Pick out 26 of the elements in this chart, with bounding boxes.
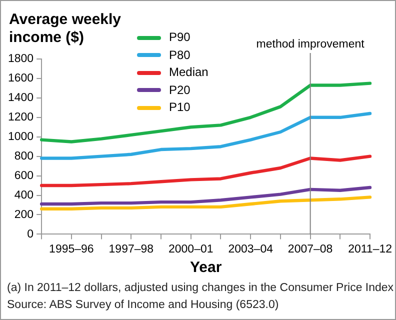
source-note: Source: ABS Survey of Income and Housing (6523.0) bbox=[7, 298, 280, 313]
text: (a) In 2011–12 dollars, adjusted using changes in the Consumer Price Index bbox=[7, 281, 394, 296]
legend-label: P80 bbox=[169, 48, 190, 62]
legend-label: P90 bbox=[169, 30, 190, 44]
x-tick-label: 1997–98 bbox=[108, 243, 154, 256]
y-tick-label: 1600 bbox=[8, 72, 34, 85]
x-tick-label: 2011–12 bbox=[348, 243, 392, 256]
y-tick-label: 400 bbox=[14, 189, 34, 202]
x-tick-label: 2003–04 bbox=[228, 243, 274, 256]
x-axis-title: Year bbox=[190, 259, 222, 276]
y-tick-label: 800 bbox=[14, 150, 34, 163]
y-tick-label: 0 bbox=[27, 228, 34, 240]
legend-label: P10 bbox=[169, 100, 190, 114]
y-tick-label: 1000 bbox=[8, 131, 34, 144]
legend-label: Median bbox=[169, 65, 208, 79]
y-tick-label: 1200 bbox=[8, 112, 34, 124]
x-tick-label: 2007–08 bbox=[288, 243, 333, 256]
legend-label: P20 bbox=[169, 82, 190, 96]
x-tick-label: 2000–01 bbox=[168, 243, 214, 256]
y-tick-label: 600 bbox=[14, 170, 34, 182]
y-tick-label: 1400 bbox=[8, 92, 34, 104]
x-tick-label: 1995–96 bbox=[49, 243, 94, 256]
y-tick-label: 1800 bbox=[8, 53, 34, 66]
y-tick-label: 200 bbox=[14, 208, 34, 221]
ref-line-label: method improvement bbox=[256, 38, 366, 50]
y-axis-title: Average weekly income ($) bbox=[9, 11, 122, 47]
